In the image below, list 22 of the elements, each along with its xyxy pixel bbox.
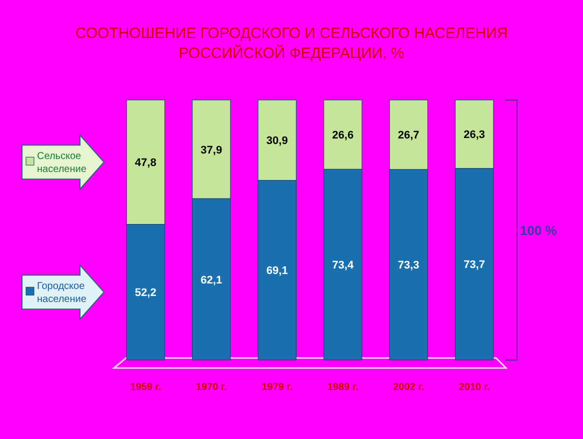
x-tick-label: 1989 г. (327, 382, 359, 393)
data-label: 52,2 (134, 287, 156, 300)
x-tick-label: 2002 г. (393, 382, 424, 393)
x-tick-label: 1979 г. (262, 382, 293, 393)
data-label: 73,4 (332, 260, 354, 272)
legend-label: Городское население (37, 281, 87, 306)
data-label: 47,8 (134, 157, 156, 170)
data-label: 62,1 (200, 274, 222, 286)
x-tick-label: 1959 г. (130, 382, 162, 393)
data-label: 69,1 (266, 265, 288, 278)
text: 100 % (520, 223, 558, 238)
data-label: 26,3 (464, 129, 486, 142)
x-tick-label: 2010 г. (458, 382, 490, 393)
data-label: 37,9 (200, 144, 222, 156)
data-label: 73,7 (464, 259, 486, 272)
chart-title: СООТНОШЕНИЕ ГОРОДСКОГО И СЕЛЬСКОГО НАСЕЛЕНИЯ РОССИЙСКОЙ ФЕДЕРАЦИИ, % (75, 25, 508, 62)
x-tick-label: 1970 г. (196, 382, 228, 393)
data-label: 26,6 (332, 130, 354, 142)
data-label: 30,9 (266, 135, 288, 148)
legend-label: Сельское население (37, 151, 87, 176)
data-label: 73,3 (398, 260, 420, 272)
data-label: 26,7 (398, 130, 420, 142)
